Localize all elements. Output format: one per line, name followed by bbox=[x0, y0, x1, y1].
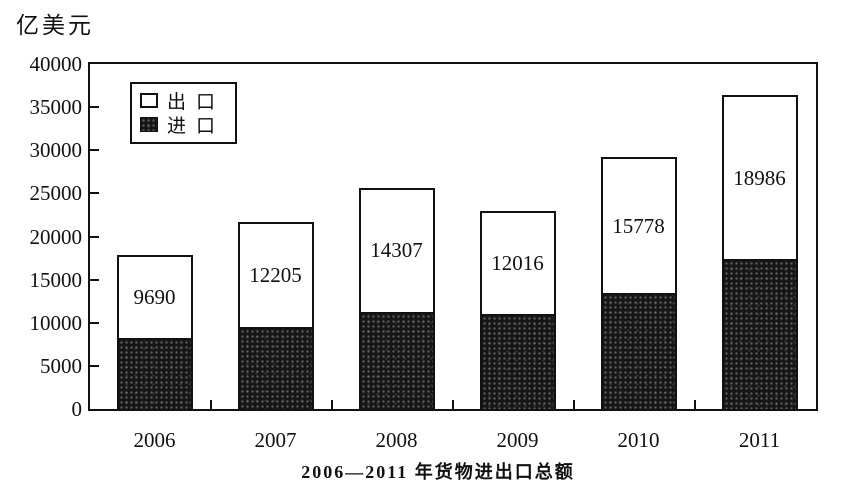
import-segment bbox=[239, 327, 312, 409]
x-axis-tick bbox=[452, 400, 454, 409]
y-axis-tick-label: 20000 bbox=[29, 224, 83, 249]
import-segment bbox=[118, 338, 191, 409]
bar-2009: 12016 bbox=[479, 210, 556, 409]
import-segment bbox=[602, 293, 675, 409]
x-axis-label: 2007 bbox=[254, 428, 297, 452]
y-axis-tick bbox=[90, 192, 99, 195]
x-axis-label: 2006 bbox=[133, 428, 176, 452]
import-segment bbox=[723, 258, 796, 409]
x-axis-label: 2010 bbox=[617, 428, 660, 452]
chart-title: 2006—2011 年货物进出口总额 bbox=[301, 462, 575, 482]
y-axis-tick bbox=[90, 364, 99, 367]
import-segment bbox=[360, 311, 433, 409]
export-value-label: 12205 bbox=[249, 262, 302, 287]
bar-2011: 18986 bbox=[721, 95, 798, 409]
y-axis-tick-label: 0 bbox=[71, 397, 83, 421]
legend-label-import: 进口 bbox=[167, 115, 226, 137]
export-segment: 14307 bbox=[360, 190, 433, 312]
x-axis-tick bbox=[573, 400, 575, 409]
export-segment: 15778 bbox=[602, 159, 675, 294]
bar-2007: 12205 bbox=[237, 221, 314, 409]
plot-area: 出口 进口 9690 12205 14307 12016 15778 18986 bbox=[88, 62, 818, 411]
y-axis-tick-label: 40000 bbox=[29, 52, 83, 76]
export-value-label: 9690 bbox=[133, 285, 176, 309]
y-axis-tick-label: 10000 bbox=[29, 310, 83, 335]
y-axis-tick-label: 30000 bbox=[29, 138, 83, 163]
export-value-label: 14307 bbox=[370, 238, 423, 263]
export-swatch-icon bbox=[140, 92, 158, 108]
y-axis-tick-label: 5000 bbox=[40, 353, 82, 378]
export-value-label: 15778 bbox=[612, 213, 665, 238]
bar-2006: 9690 bbox=[116, 254, 193, 409]
export-segment: 18986 bbox=[723, 97, 796, 259]
bar-2008: 14307 bbox=[358, 188, 435, 409]
export-value-label: 18986 bbox=[733, 165, 786, 190]
export-segment: 12016 bbox=[481, 212, 554, 315]
y-axis-tick bbox=[90, 321, 99, 324]
x-axis-tick bbox=[694, 400, 696, 409]
y-axis-tick bbox=[90, 278, 99, 281]
import-swatch-icon bbox=[140, 116, 158, 132]
y-axis-tick bbox=[90, 235, 99, 238]
y-axis-tick-label: 15000 bbox=[29, 267, 83, 292]
x-axis-label: 2008 bbox=[375, 428, 418, 452]
y-axis-tick bbox=[90, 106, 99, 109]
legend: 出口 进口 bbox=[130, 82, 238, 144]
legend-item-export: 出口 bbox=[140, 88, 226, 113]
y-axis-tick bbox=[90, 149, 99, 152]
x-axis-tick bbox=[210, 400, 212, 409]
x-axis-label: 2009 bbox=[496, 428, 539, 452]
x-axis-tick bbox=[331, 400, 333, 409]
legend-label-export: 出口 bbox=[167, 91, 226, 113]
bar-2010: 15778 bbox=[600, 157, 677, 409]
import-segment bbox=[481, 314, 554, 409]
x-axis-label: 2011 bbox=[738, 428, 781, 452]
legend-item-import: 进口 bbox=[140, 112, 226, 137]
y-axis-unit-label: 亿美元 bbox=[16, 13, 94, 38]
y-axis-tick-label: 25000 bbox=[29, 181, 83, 206]
y-axis-tick-label: 35000 bbox=[29, 95, 83, 120]
export-segment: 9690 bbox=[118, 256, 191, 339]
export-value-label: 12016 bbox=[491, 250, 544, 275]
export-segment: 12205 bbox=[239, 223, 312, 328]
